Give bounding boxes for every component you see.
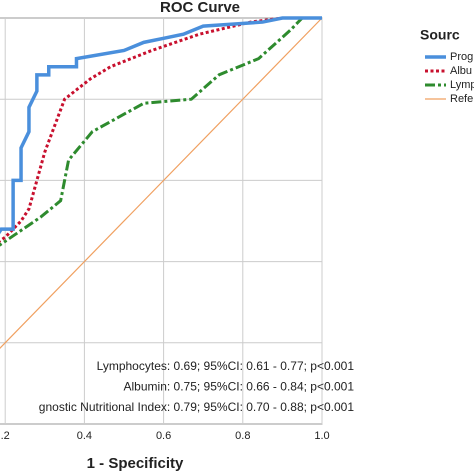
chart-title: ROC Curve [160, 0, 240, 16]
plot-area [0, 17, 323, 425]
roc-curve [0, 17, 323, 349]
x-tick-label: 0.8 [235, 430, 250, 442]
annotation: Albumin: 0.75; 95%CI: 0.66 - 0.84; p<0.0… [124, 380, 355, 394]
x-tick-label: 0.4 [77, 430, 92, 442]
annotation: gnostic Nutritional Index: 0.79; 95%CI: … [39, 400, 355, 414]
roc-curve [0, 16, 322, 247]
legend-title: Sourc [420, 27, 460, 43]
annotation: Lymphocytes: 0.69; 95%CI: 0.61 - 0.77; p… [97, 359, 355, 373]
legend-label: Prog [450, 51, 473, 63]
legend-label: Albu [450, 65, 472, 77]
legend-label: Refe [450, 93, 473, 105]
x-axis-label: 1 - Specificity [87, 455, 184, 472]
legend-label: Lymp [450, 79, 474, 91]
x-tick-label: .2 [1, 430, 10, 442]
x-tick-label: 1.0 [314, 430, 329, 442]
roc-curve [0, 16, 322, 235]
x-tick-label: 0.6 [156, 430, 171, 442]
